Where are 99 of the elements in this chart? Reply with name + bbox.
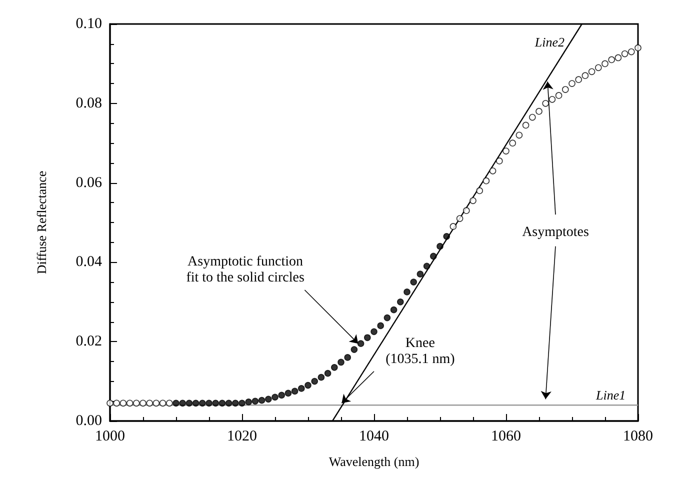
point xyxy=(470,197,476,204)
point xyxy=(232,400,239,407)
point xyxy=(588,68,596,76)
point xyxy=(555,92,562,99)
point xyxy=(179,400,186,407)
point xyxy=(482,177,490,184)
point xyxy=(311,378,318,385)
point xyxy=(126,400,134,407)
x-tick-label: 1080 xyxy=(623,428,653,444)
y-tick-label: 0.02 xyxy=(76,334,102,350)
point xyxy=(218,400,226,407)
point xyxy=(529,114,536,121)
point xyxy=(318,374,325,381)
point xyxy=(106,400,114,407)
point xyxy=(516,132,523,139)
point xyxy=(628,48,635,56)
y-tick-label: 0.10 xyxy=(76,16,102,32)
point xyxy=(608,56,615,64)
point xyxy=(463,207,470,214)
point xyxy=(496,158,503,164)
point xyxy=(350,346,358,353)
point xyxy=(548,96,556,103)
point xyxy=(212,400,219,407)
point xyxy=(397,298,404,306)
point xyxy=(634,44,642,52)
point xyxy=(159,400,166,407)
point xyxy=(575,76,582,83)
point xyxy=(416,270,424,278)
point xyxy=(192,400,200,407)
y-tick-label: 0.08 xyxy=(76,95,102,112)
point xyxy=(476,187,483,194)
point xyxy=(443,232,450,240)
point xyxy=(166,400,173,407)
point xyxy=(278,392,285,399)
point xyxy=(502,148,510,154)
point xyxy=(113,400,120,407)
point xyxy=(384,314,391,322)
point xyxy=(364,334,371,342)
point xyxy=(410,278,417,286)
point xyxy=(536,108,542,115)
x-tick-label: 1060 xyxy=(491,428,521,444)
annotation: Asymptotic function fit to the solid circles xyxy=(186,254,304,286)
y-tick-label: 0.04 xyxy=(76,254,102,270)
series-label: Line1 xyxy=(595,388,626,403)
point xyxy=(172,400,180,407)
point xyxy=(562,86,569,93)
point xyxy=(390,306,398,314)
point xyxy=(291,388,298,395)
point xyxy=(430,252,437,260)
point xyxy=(120,400,127,407)
point xyxy=(436,242,444,250)
point xyxy=(265,396,272,403)
point xyxy=(238,400,246,407)
y-tick-label: 0.06 xyxy=(76,174,102,191)
annotation: Asymptotes xyxy=(522,224,589,240)
point xyxy=(621,50,628,58)
point xyxy=(331,364,338,371)
point xyxy=(304,382,312,389)
point xyxy=(258,396,266,404)
x-axis-title: Wavelength (nm) xyxy=(328,454,420,469)
point xyxy=(324,370,332,377)
point xyxy=(370,328,378,336)
x-tick-label: 1040 xyxy=(359,428,389,444)
annotation: Knee (1035.1 nm) xyxy=(386,336,456,368)
point xyxy=(404,288,410,296)
point xyxy=(542,100,549,107)
point xyxy=(344,354,351,361)
y-axis-title: Diffuse Reflectance xyxy=(34,170,49,274)
point xyxy=(456,215,464,222)
point xyxy=(272,394,278,401)
x-tick-label: 1020 xyxy=(227,428,257,444)
y-tick-label: 0.00 xyxy=(76,413,102,429)
point xyxy=(595,64,602,72)
point xyxy=(133,400,140,407)
point xyxy=(614,54,622,62)
point xyxy=(602,60,608,68)
point xyxy=(206,400,212,407)
point xyxy=(509,140,516,146)
series-label: Line2 xyxy=(534,34,566,50)
point xyxy=(152,400,160,407)
point xyxy=(489,167,496,174)
point xyxy=(338,358,344,366)
x-tick-label: 1000 xyxy=(95,428,125,444)
point xyxy=(284,390,292,397)
point xyxy=(423,262,430,270)
point xyxy=(252,398,259,405)
point xyxy=(582,72,589,80)
point xyxy=(225,400,232,407)
point xyxy=(186,400,193,407)
point xyxy=(146,400,153,407)
point xyxy=(450,223,457,230)
point xyxy=(298,385,305,392)
point xyxy=(199,400,206,407)
point xyxy=(377,322,384,330)
point xyxy=(245,398,252,406)
point xyxy=(568,80,576,87)
point xyxy=(357,340,364,347)
point xyxy=(140,400,146,407)
point xyxy=(522,122,530,129)
